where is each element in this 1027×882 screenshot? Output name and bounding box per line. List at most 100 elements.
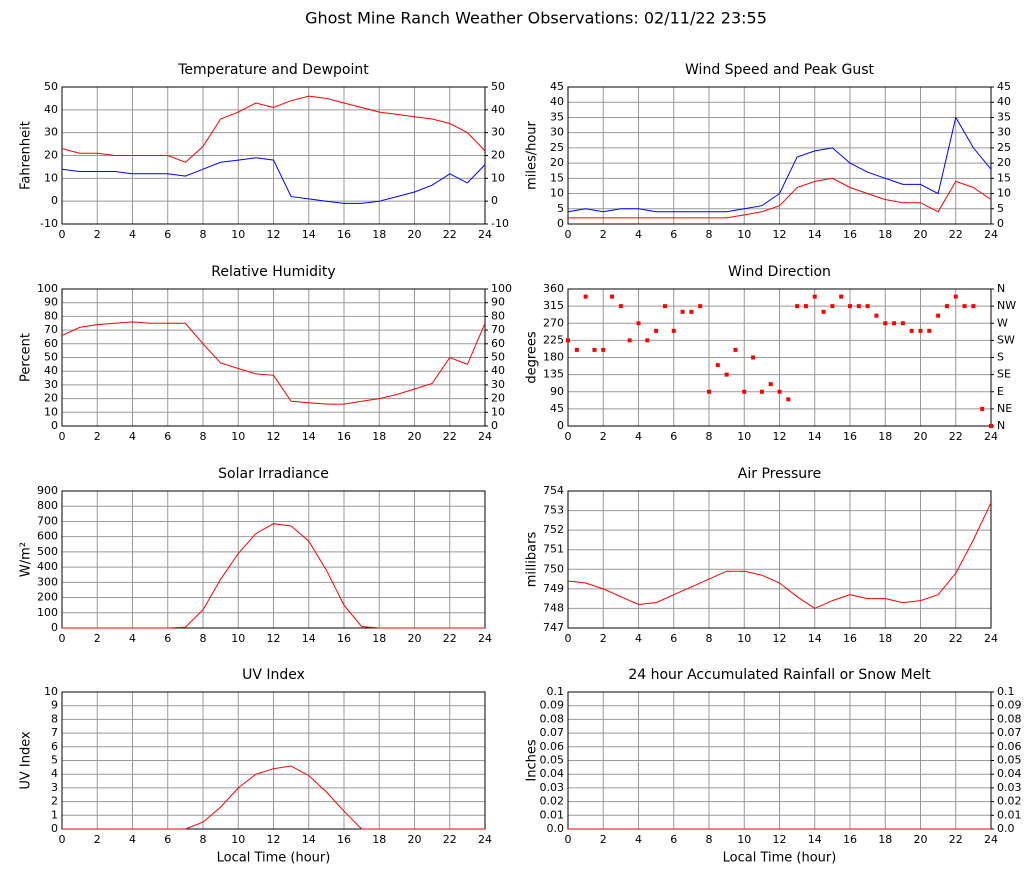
plot-frame — [567, 490, 992, 629]
x-tick-label: 8 — [706, 228, 713, 241]
y2-tick-label: 30 — [997, 126, 1011, 139]
point — [742, 389, 747, 394]
x-tick-label: 14 — [302, 833, 316, 846]
y-tick-label: 750 — [543, 562, 564, 575]
y-tick-label: 0.07 — [540, 726, 565, 739]
y2-tick-label: -10 — [491, 217, 509, 230]
y-tick-label: 4 — [51, 767, 58, 780]
y-tick-label: 90 — [44, 296, 58, 309]
y-axis-label: miles/hour — [525, 120, 540, 189]
y-axis-label: Percent — [19, 333, 34, 382]
y-tick-label: 100 — [37, 282, 58, 295]
x-tick-label: 4 — [129, 430, 136, 443]
y-tick-label: 2 — [51, 795, 58, 808]
point — [698, 304, 703, 309]
point — [927, 328, 932, 333]
y-tick-label: 0 — [51, 419, 58, 432]
y2-tick-label: 10 — [491, 405, 505, 418]
x-tick-label: 20 — [914, 833, 928, 846]
point — [618, 304, 623, 309]
x-tick-label: 22 — [443, 833, 457, 846]
point — [900, 321, 905, 326]
x-tick-label: 6 — [670, 430, 677, 443]
point — [733, 347, 738, 352]
y-tick-label: 7 — [51, 726, 58, 739]
x-tick-label: 12 — [773, 632, 787, 645]
point — [592, 347, 597, 352]
y-axis-label: millibars — [525, 532, 540, 588]
y-tick-label: 360 — [543, 282, 564, 295]
y2-tick-label: 90 — [491, 296, 505, 309]
y-tick-label: 700 — [37, 514, 58, 527]
x-tick-label: 20 — [914, 430, 928, 443]
y2-tick-label: 0.0 — [997, 822, 1015, 835]
x-tick-label: 10 — [231, 228, 245, 241]
y2-tick-label: 0.03 — [997, 781, 1022, 794]
y-tick-label: 10 — [550, 187, 564, 200]
y2-tick-label: 0 — [997, 217, 1004, 230]
x-tick-label: 12 — [773, 430, 787, 443]
y2-tick-label: E — [997, 385, 1004, 398]
x-tick-label: 16 — [843, 228, 857, 241]
point — [601, 347, 606, 352]
x-tick-label: 2 — [94, 833, 101, 846]
line — [61, 95, 486, 163]
x-tick-label: 2 — [94, 228, 101, 241]
x-tick-label: 6 — [670, 632, 677, 645]
y-tick-label: 0.03 — [540, 781, 565, 794]
x-tick-label: 2 — [600, 228, 607, 241]
x-tick-label: 12 — [773, 228, 787, 241]
x-tick-label: 2 — [94, 430, 101, 443]
x-tick-label: 0 — [59, 632, 66, 645]
point — [759, 389, 764, 394]
point — [971, 304, 976, 309]
x-tick-label: 18 — [878, 430, 892, 443]
x-tick-label: 14 — [302, 430, 316, 443]
point — [795, 304, 800, 309]
point — [715, 363, 720, 368]
point — [883, 321, 888, 326]
y-tick-label: 20 — [44, 149, 58, 162]
y2-tick-label: 25 — [997, 141, 1011, 154]
point — [874, 313, 879, 318]
x-tick-label: 6 — [670, 228, 677, 241]
point — [583, 294, 588, 299]
y2-tick-label: 0.08 — [997, 712, 1022, 725]
x-axis-label: Local Time (hour) — [217, 851, 331, 866]
x-tick-label: 8 — [706, 632, 713, 645]
y-tick-label: 0.06 — [540, 740, 565, 753]
y2-tick-label: 15 — [997, 171, 1011, 184]
y2-tick-label: 10 — [997, 187, 1011, 200]
x-tick-label: 2 — [600, 430, 607, 443]
x-tick-label: 16 — [337, 833, 351, 846]
y-axis-label: Inches — [525, 739, 540, 781]
y-tick-label: 754 — [543, 484, 564, 497]
y2-tick-label: 0.07 — [997, 726, 1022, 739]
x-tick-label: 14 — [808, 228, 822, 241]
y-tick-label: 0 — [51, 822, 58, 835]
x-tick-label: 18 — [372, 632, 386, 645]
y-tick-label: 9 — [51, 699, 58, 712]
x-tick-label: 16 — [337, 430, 351, 443]
point — [962, 304, 967, 309]
y-tick-label: 500 — [37, 545, 58, 558]
y-tick-label: 45 — [550, 80, 564, 93]
x-tick-label: 22 — [949, 632, 963, 645]
y2-tick-label: SW — [997, 333, 1015, 346]
x-tick-label: 20 — [408, 632, 422, 645]
x-tick-label: 2 — [600, 632, 607, 645]
y2-tick-label: 0.1 — [997, 685, 1015, 698]
x-tick-label: 22 — [443, 228, 457, 241]
y2-tick-label: 5 — [997, 202, 1004, 215]
y2-tick-label: 0.04 — [997, 767, 1022, 780]
y2-tick-label: 0.05 — [997, 754, 1022, 767]
y-tick-label: 30 — [550, 126, 564, 139]
y2-tick-label: 30 — [491, 126, 505, 139]
x-tick-label: 0 — [565, 228, 572, 241]
y-tick-label: 30 — [44, 126, 58, 139]
point — [777, 389, 782, 394]
point — [645, 338, 650, 343]
y-tick-label: 6 — [51, 740, 58, 753]
y-tick-label: 30 — [44, 378, 58, 391]
y-tick-label: 0.01 — [540, 808, 565, 821]
